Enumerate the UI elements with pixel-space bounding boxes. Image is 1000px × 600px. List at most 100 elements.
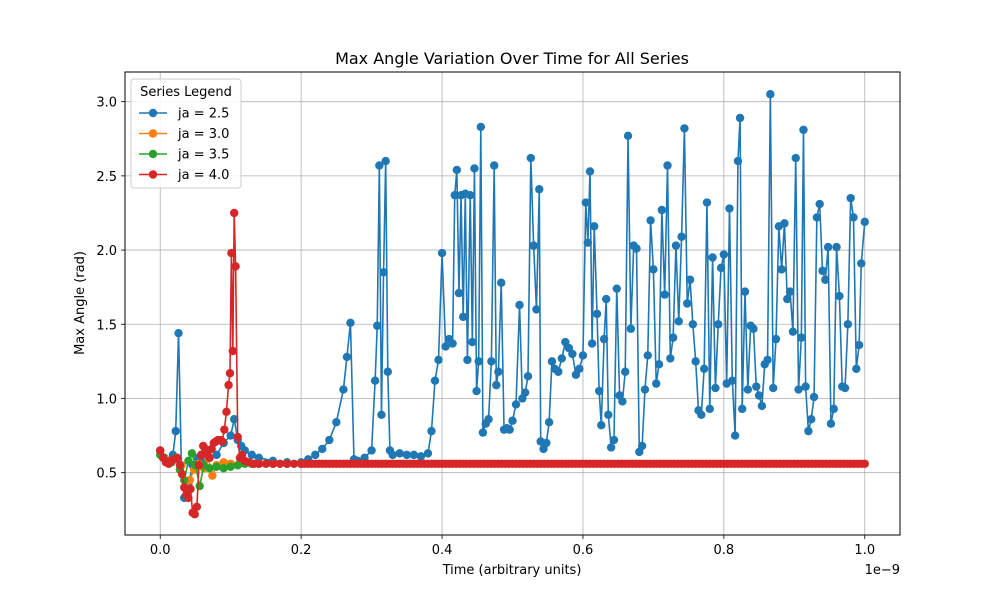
data-point: [632, 244, 641, 253]
data-point: [325, 435, 334, 445]
data-point: [749, 324, 758, 333]
data-point: [520, 388, 530, 397]
data-point: [799, 125, 808, 135]
legend-title: Series Legend: [140, 85, 232, 100]
data-point: [484, 415, 493, 424]
data-point: [318, 444, 327, 454]
data-point: [367, 446, 376, 455]
data-point: [172, 453, 182, 463]
data-point: [532, 305, 541, 314]
data-point: [226, 431, 235, 440]
data-point: [626, 324, 636, 333]
data-point: [346, 318, 355, 327]
data-point: [821, 275, 830, 284]
data-point: [208, 471, 217, 480]
data-point: [705, 404, 714, 414]
data-point: [342, 352, 352, 362]
data-point: [735, 113, 745, 123]
data-point: [797, 333, 806, 342]
data-point: [801, 382, 810, 391]
data-point: [818, 266, 827, 276]
data-point: [708, 253, 717, 262]
data-point: [602, 294, 611, 304]
data-point: [450, 190, 459, 200]
data-point: [654, 360, 664, 369]
data-point: [470, 164, 479, 173]
data-point: [618, 397, 627, 406]
legend-marker: [148, 149, 158, 159]
data-point: [663, 161, 672, 170]
x-tick-label: 0.8: [714, 543, 735, 558]
data-point: [379, 268, 388, 277]
data-point: [375, 161, 384, 170]
data-point: [575, 364, 584, 373]
data-point: [826, 419, 836, 428]
data-point: [860, 217, 869, 227]
data-point: [179, 483, 189, 492]
legend-item: ja = 4.0: [139, 168, 229, 183]
data-point: [227, 248, 236, 258]
data-point: [474, 357, 483, 366]
data-point: [807, 415, 816, 424]
data-point: [557, 354, 567, 363]
data-point: [685, 275, 695, 284]
data-point: [332, 418, 341, 427]
data-point: [535, 185, 544, 194]
legend-marker: [148, 170, 158, 179]
data-point: [184, 493, 193, 503]
data-point: [777, 265, 786, 274]
data-point: [448, 339, 457, 348]
data-point: [222, 407, 231, 417]
data-point: [668, 333, 678, 342]
data-point: [508, 416, 517, 425]
data-point: [402, 450, 412, 460]
data-point: [409, 450, 419, 460]
data-point: [156, 446, 165, 455]
data-point: [452, 165, 462, 175]
data-point: [604, 410, 613, 419]
data-point: [835, 291, 844, 301]
data-point: [666, 354, 675, 363]
data-point: [643, 351, 652, 360]
data-point: [757, 401, 767, 411]
data-point: [683, 299, 692, 308]
data-point: [205, 453, 214, 463]
legend-label: ja = 3.5: [177, 148, 229, 163]
data-point: [254, 453, 264, 463]
data-point: [594, 386, 604, 396]
data-point: [846, 193, 855, 203]
y-axis-ticks: 0.5 1.0 1.5 2.0 2.5 3.0: [96, 96, 125, 482]
data-point: [691, 357, 700, 366]
data-point: [247, 450, 257, 460]
data-point: [714, 320, 723, 329]
data-point: [472, 386, 481, 396]
data-point: [544, 418, 554, 427]
chart-title: Max Angle Variation Over Time for All Se…: [335, 49, 689, 68]
data-point: [854, 340, 864, 350]
x-axis-label: Time (arbitrary units): [442, 563, 582, 578]
data-point: [599, 334, 609, 344]
data-point: [515, 300, 524, 310]
y-tick-label: 2.0: [96, 244, 117, 259]
data-point: [220, 425, 229, 434]
data-point: [788, 327, 798, 336]
data-point: [195, 481, 204, 491]
data-point: [768, 383, 778, 393]
data-point: [702, 198, 712, 207]
data-point: [719, 250, 729, 259]
data-point: [373, 321, 382, 330]
data-point: [388, 450, 397, 460]
series-1: [156, 90, 869, 503]
legend-box: [130, 78, 242, 189]
x-axis-ticks: 0.0 0.2 0.4 0.6 0.8 1.0: [150, 535, 875, 558]
data-point: [857, 259, 866, 268]
data-point: [383, 367, 392, 376]
data-point: [843, 320, 853, 329]
data-point: [441, 342, 450, 351]
data-point: [730, 431, 740, 440]
data-point: [677, 232, 686, 241]
data-point: [592, 309, 602, 319]
x-tick-label: 0.4: [432, 543, 453, 558]
y-tick-label: 3.0: [96, 96, 117, 111]
